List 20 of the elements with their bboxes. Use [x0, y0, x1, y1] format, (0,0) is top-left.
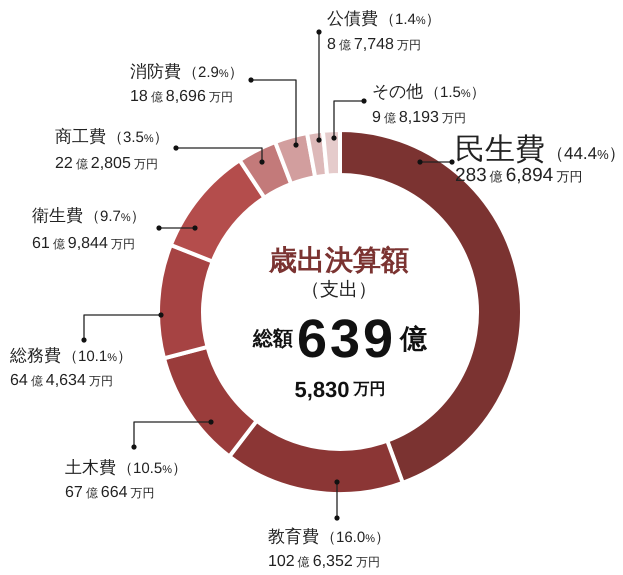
data-label: （10.5%）	[118, 460, 187, 478]
slice-label: 消防費	[130, 62, 181, 82]
text: 歳出決算額	[268, 244, 409, 276]
data-label: （3.5%）	[108, 129, 169, 146]
slice-label: その他	[372, 82, 423, 102]
data-label: （9.7%）	[85, 208, 146, 226]
slice-label: 総務費	[9, 346, 61, 366]
slice-label: 公債費	[327, 9, 378, 28]
slice-label: 衛生費	[32, 206, 83, 226]
data-label: （1.4%）	[380, 11, 441, 28]
slice-label: 土木費	[65, 458, 116, 478]
slice-label: 商工費	[55, 127, 106, 146]
data-label: （16.0%）	[321, 529, 390, 546]
data-label: （2.9%）	[183, 64, 244, 82]
data-label: （44.4%）	[547, 144, 623, 163]
data-label: （10.1%）	[63, 348, 132, 366]
data-label: （1.5%）	[425, 84, 486, 102]
slice-label: 教育費	[268, 527, 319, 546]
slice-label: 民生費	[455, 132, 545, 166]
text: （支出）	[301, 280, 377, 300]
